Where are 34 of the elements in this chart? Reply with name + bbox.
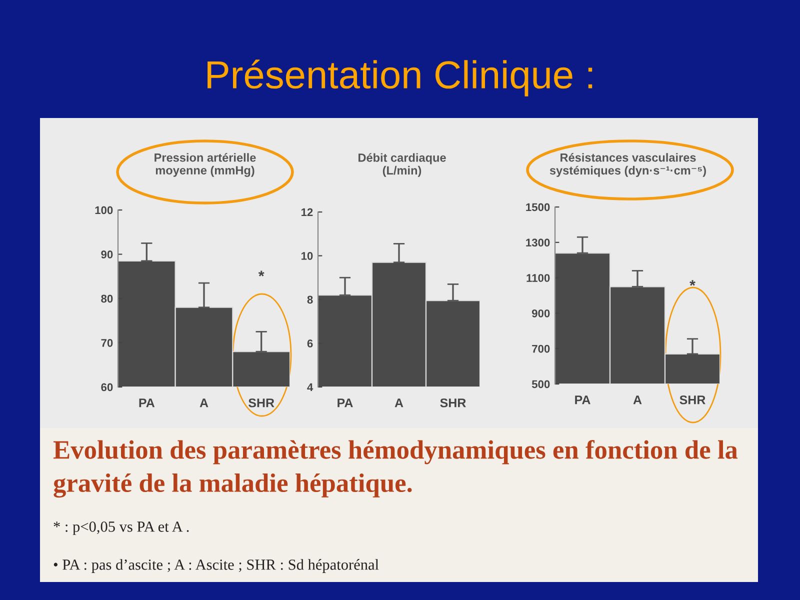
text: Présentation Clinique : [208, 60, 592, 96]
chart-title: Débit cardiaque (L/min) [358, 153, 446, 177]
y-tick-label: 80 [101, 294, 113, 303]
y-tick-label: 90 [101, 250, 113, 258]
y-tick-label: 900 [532, 309, 550, 318]
y-tick-label: 500 [532, 380, 550, 388]
y-tick-label: 60 [101, 383, 113, 392]
y-tick-label: 1500 [526, 203, 550, 212]
y-tick-label: 1100 [526, 274, 550, 282]
y-tick-label: 700 [532, 344, 550, 353]
chart-title: Pression artérielle moyenne (mmHg) [154, 153, 256, 177]
x-tick-label: A [633, 396, 642, 404]
x-tick-label: PA [338, 398, 353, 408]
y-tick-label: 6 [307, 340, 313, 348]
text: • PA : pas d’ascite ; A : Ascite ; SHR : Sd hépatorénal [54, 559, 379, 573]
y-tick-label: 4 [307, 383, 314, 392]
y-tick-label: 10 [301, 252, 313, 260]
y-tick-label: 1300 [526, 238, 550, 247]
x-tick-label: A [200, 398, 208, 408]
x-tick-label: PA [139, 398, 155, 408]
x-tick-label: SHR [248, 398, 274, 408]
chart-title: Résistances vasculaires systémiques (dyn·s⁻¹·cm⁻⁵) [550, 152, 706, 177]
annotation: * [690, 280, 696, 286]
y-tick-label: 100 [95, 206, 113, 214]
x-tick-label: SHR [440, 398, 466, 408]
x-tick-label: SHR [680, 395, 706, 404]
annotation: * [258, 270, 264, 276]
x-tick-label: PA [575, 396, 590, 404]
text: Evolution des paramètres hémodynamiques en fonction de la gravité de la maladie hépatique. [53, 440, 738, 498]
y-tick-label: 8 [307, 296, 313, 304]
text: * : p<0,05 vs PA et A . [54, 522, 189, 535]
x-tick-label: A [394, 398, 404, 408]
y-tick-label: 70 [101, 339, 113, 347]
y-tick-label: 12 [301, 208, 313, 216]
